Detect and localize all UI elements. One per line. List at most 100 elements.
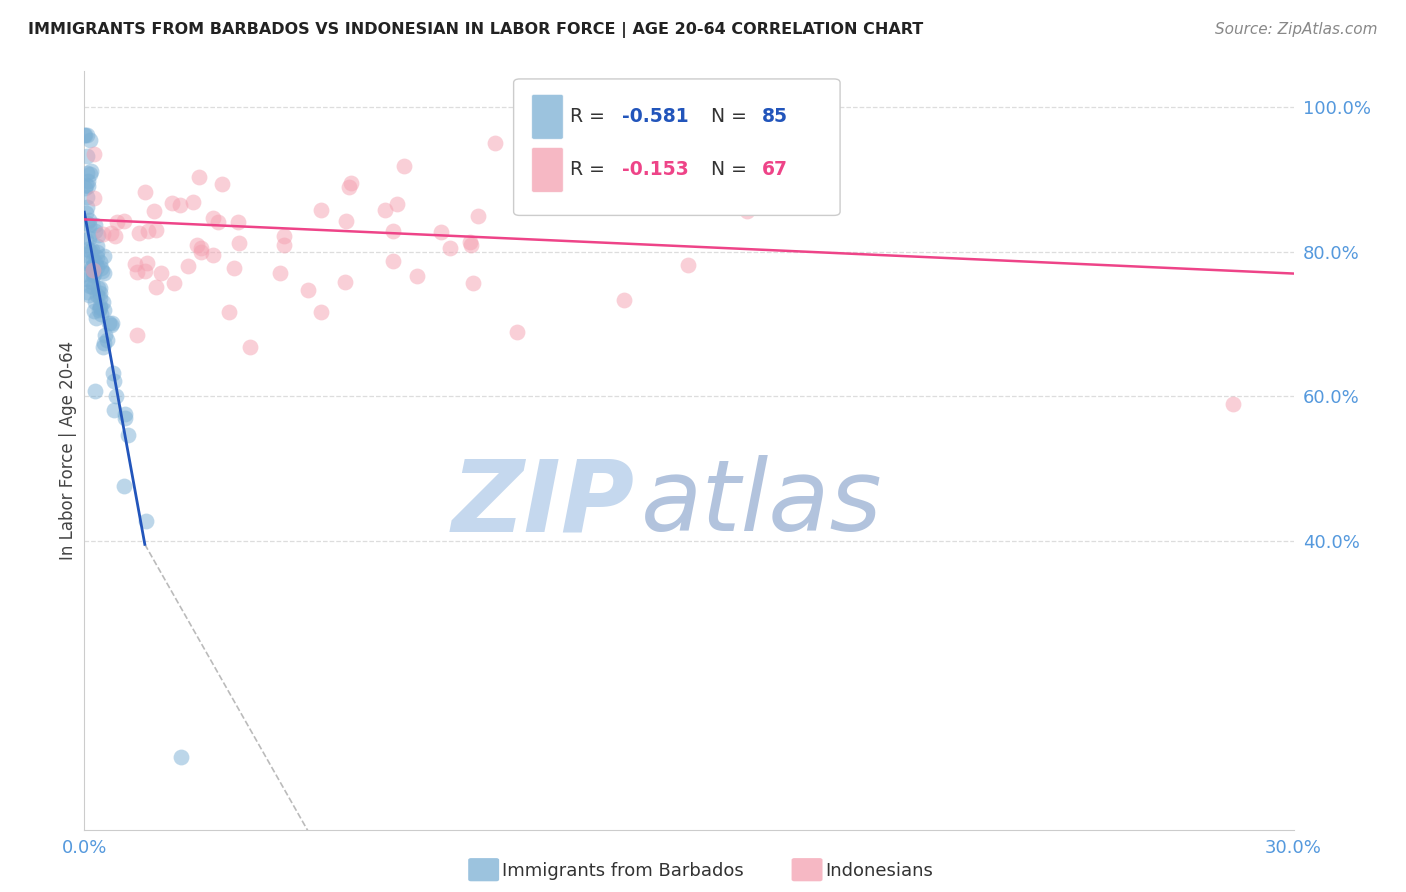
Point (89, 301, 111, 315)
Point (76, 285, 98, 299)
Point (83, 304, 105, 318)
Point (80, 260, 103, 275)
Point (90, 307, 112, 321)
Point (82, 263, 104, 277)
Point (86, 250, 108, 264)
Text: ZIP: ZIP (451, 455, 634, 552)
Point (77, 178, 100, 193)
Text: -0.153: -0.153 (623, 161, 689, 179)
Point (145, 279, 167, 293)
Point (93, 335, 115, 350)
Point (84, 384, 107, 398)
Point (218, 304, 240, 318)
Point (86, 260, 108, 274)
Point (142, 204, 165, 219)
Text: 85: 85 (762, 107, 787, 127)
Point (100, 318, 122, 332)
Point (82, 276, 104, 290)
Point (93, 303, 115, 318)
Point (1222, 396, 1244, 410)
Point (77, 288, 100, 302)
Point (517, 180, 540, 194)
Point (75, 247, 97, 261)
Point (75, 178, 97, 192)
Point (149, 266, 172, 280)
Point (76, 200, 98, 214)
Point (169, 198, 191, 212)
Point (613, 293, 636, 308)
Point (207, 215, 229, 229)
Point (80, 243, 103, 257)
Point (86, 239, 108, 253)
Point (83, 267, 105, 281)
Point (190, 241, 212, 255)
Point (98, 316, 121, 330)
Point (79, 133, 101, 147)
Point (162, 196, 184, 211)
Point (82, 268, 104, 283)
Point (463, 276, 485, 290)
Point (735, 204, 758, 219)
Point (676, 258, 699, 272)
Point (83, 191, 105, 205)
Point (309, 304, 332, 318)
Text: -0.581: -0.581 (623, 107, 689, 127)
Point (91, 340, 114, 354)
Point (79, 167, 101, 181)
Point (112, 479, 135, 493)
Point (80, 164, 103, 178)
Point (77, 218, 100, 232)
Point (134, 264, 156, 278)
Point (340, 176, 363, 190)
Point (100, 226, 122, 240)
Point (224, 261, 246, 276)
Point (83, 147, 105, 161)
Point (183, 195, 205, 210)
Point (84, 294, 107, 309)
Point (333, 275, 356, 289)
Point (93, 250, 115, 264)
Text: IMMIGRANTS FROM BARBADOS VS INDONESIAN IN LABOR FORCE | AGE 20-64 CORRELATION CH: IMMIGRANTS FROM BARBADOS VS INDONESIAN I… (28, 22, 924, 38)
Point (385, 197, 408, 211)
Point (337, 180, 360, 194)
Point (76, 190, 98, 204)
Point (105, 215, 128, 229)
Point (228, 235, 250, 250)
Text: N =: N = (699, 161, 752, 179)
Point (458, 235, 481, 249)
Point (77, 173, 100, 187)
Text: Indonesians: Indonesians (825, 862, 934, 880)
Point (273, 228, 295, 243)
Point (79, 244, 101, 258)
Point (84, 311, 107, 326)
Point (83, 219, 105, 233)
FancyBboxPatch shape (531, 95, 564, 139)
Point (136, 224, 159, 238)
Text: atlas: atlas (641, 455, 882, 552)
Point (89, 254, 111, 268)
Point (382, 253, 405, 268)
Point (73, 128, 96, 142)
Point (335, 214, 357, 228)
Point (86, 288, 108, 302)
Point (170, 750, 193, 764)
Text: R =: R = (571, 107, 612, 127)
Point (75, 233, 97, 247)
Point (94, 328, 117, 343)
Point (86, 244, 108, 259)
Point (188, 169, 211, 184)
Point (89, 303, 111, 318)
Point (93, 294, 115, 309)
Point (226, 215, 249, 229)
Point (73, 256, 96, 270)
Point (269, 266, 291, 280)
Point (297, 283, 319, 297)
Point (76, 217, 98, 231)
Point (505, 325, 527, 339)
Point (406, 268, 429, 283)
Point (103, 402, 125, 417)
Point (430, 225, 453, 239)
Point (76, 128, 98, 142)
Point (202, 211, 225, 225)
Text: 67: 67 (762, 161, 787, 179)
